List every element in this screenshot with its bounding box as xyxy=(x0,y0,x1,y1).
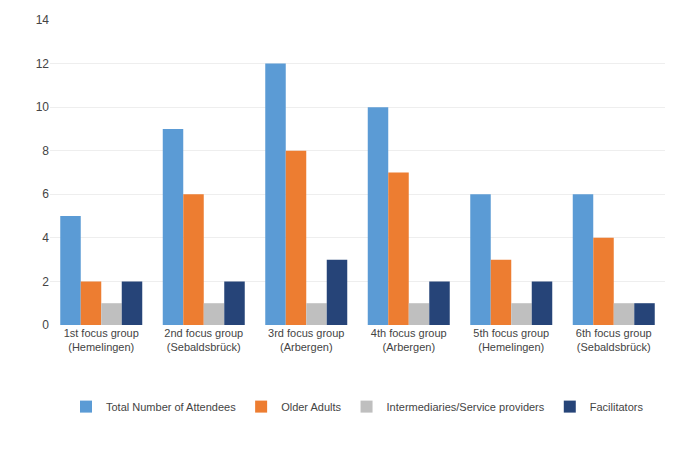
svg-text:Older Adults: Older Adults xyxy=(281,401,341,413)
svg-text:Facilitators: Facilitators xyxy=(590,401,644,413)
svg-text:2nd focus group(Sebaldsbrück): 2nd focus group(Sebaldsbrück) xyxy=(164,327,243,353)
svg-text:12: 12 xyxy=(36,57,50,71)
svg-text:6: 6 xyxy=(42,187,49,201)
svg-text:3rd focus group(Arbergen): 3rd focus group(Arbergen) xyxy=(268,327,344,353)
svg-text:8: 8 xyxy=(42,144,49,158)
svg-text:1st focus group(Hemelingen): 1st focus group(Hemelingen) xyxy=(64,327,139,353)
svg-text:Intermediaries/Service provide: Intermediaries/Service providers xyxy=(387,401,545,413)
svg-text:Total Number of Attendees: Total Number of Attendees xyxy=(106,401,236,413)
svg-text:6th focus group(Sebaldsbrück): 6th focus group(Sebaldsbrück) xyxy=(576,327,652,353)
svg-text:2: 2 xyxy=(42,275,49,289)
svg-text:0: 0 xyxy=(42,318,49,332)
svg-text:10: 10 xyxy=(36,100,50,114)
svg-text:4th focus group(Arbergen): 4th focus group(Arbergen) xyxy=(371,327,447,353)
svg-text:14: 14 xyxy=(36,13,50,27)
svg-text:5th focus group(Hemelingen): 5th focus group(Hemelingen) xyxy=(473,327,549,353)
svg-text:4: 4 xyxy=(42,231,49,245)
